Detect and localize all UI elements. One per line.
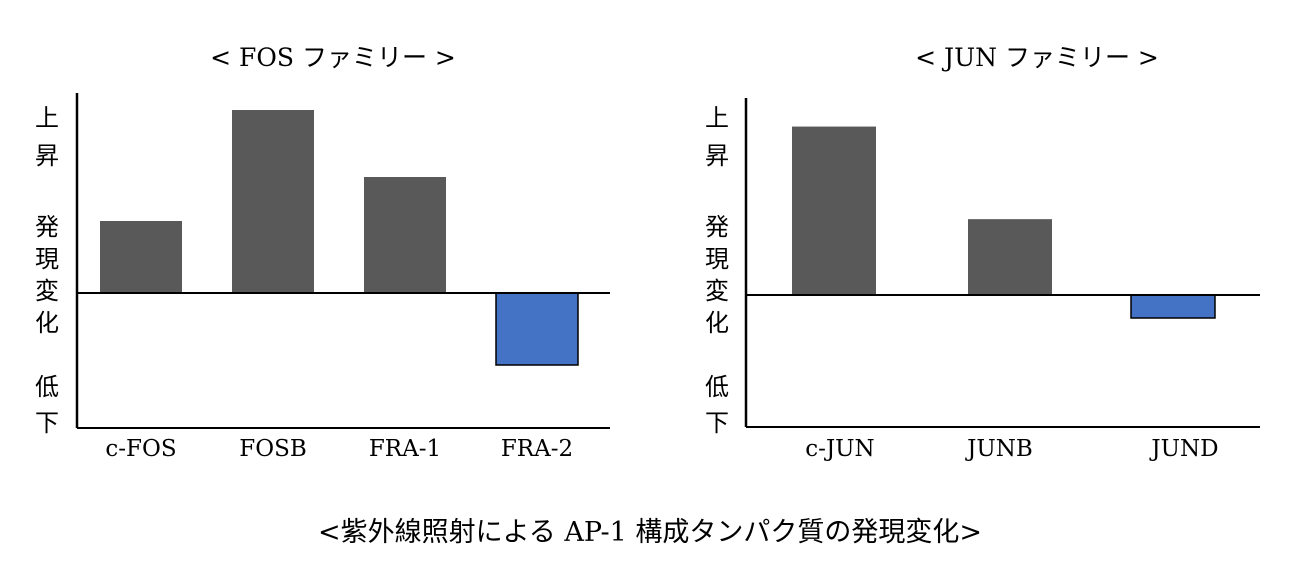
tick-label-fra-1: FRA-1 <box>368 436 442 462</box>
bar-fra-1 <box>364 177 446 293</box>
ylabel-top-1: 上 <box>705 104 729 132</box>
ylabel-mid-2: 現 <box>35 245 59 273</box>
tick-label-junb: JUNB <box>967 436 1033 462</box>
ylabel-top-1: 上 <box>35 104 59 132</box>
ylabel-bottom-1: 低 <box>705 373 729 401</box>
chart-title-fos: < FOS ファミリー > <box>210 43 456 72</box>
ylabel-top-2: 昇 <box>705 142 729 170</box>
ylabel-mid-4: 化 <box>705 309 729 337</box>
figure-caption: <紫外線照射による AP-1 構成タンパク質の発現変化> <box>317 517 983 548</box>
chart-title-jun: < JUN ファミリー > <box>915 43 1159 72</box>
tick-label-c-fos: c-FOS <box>105 436 177 462</box>
ylabel-bottom-1: 低 <box>35 373 59 401</box>
bar-c-jun <box>792 126 876 295</box>
tick-label-fosb: FOSB <box>239 436 307 462</box>
bar-junb <box>968 219 1052 295</box>
tick-label-jund: JUND <box>1151 436 1219 462</box>
ylabel-mid-2: 現 <box>705 245 729 273</box>
bar-jund <box>1130 294 1216 319</box>
ylabel-bottom-2: 下 <box>705 409 729 437</box>
ylabel-mid-1: 発 <box>35 213 59 241</box>
bar-fosb <box>232 110 314 293</box>
ylabel-mid-3: 変 <box>705 277 729 305</box>
ylabel-mid-4: 化 <box>35 309 59 337</box>
bar-fra-2 <box>495 292 579 366</box>
tick-label-fra-2: FRA-2 <box>500 436 574 462</box>
ylabel-bottom-2: 下 <box>35 409 59 437</box>
ylabel-mid-3: 変 <box>35 277 59 305</box>
tick-label-c-jun: c-JUN <box>805 436 875 462</box>
bar-c-fos <box>100 221 182 293</box>
ylabel-top-2: 昇 <box>35 142 59 170</box>
ylabel-mid-1: 発 <box>705 213 729 241</box>
